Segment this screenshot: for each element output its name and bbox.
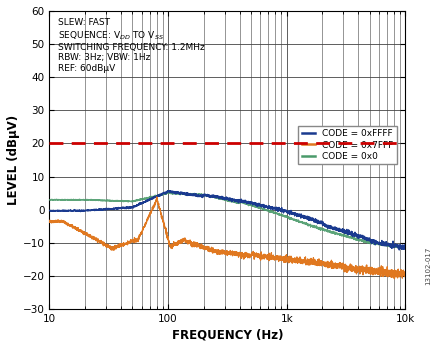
Text: 13102-017: 13102-017 <box>424 247 431 285</box>
Legend: CODE = 0xFFFF, CODE = 0x7FFF, CODE = 0x0: CODE = 0xFFFF, CODE = 0x7FFF, CODE = 0x0 <box>297 126 396 165</box>
X-axis label: FREQUENCY (Hz): FREQUENCY (Hz) <box>171 328 283 341</box>
Y-axis label: LEVEL (dBμV): LEVEL (dBμV) <box>7 115 20 205</box>
Text: SLEW: FAST
SEQUENCE: V$_{DD}$ TO V$_{SS}$
SWITCHING FREQUENCY: 1.2MHz
RBW: 3Hz; : SLEW: FAST SEQUENCE: V$_{DD}$ TO V$_{SS}… <box>58 18 205 73</box>
